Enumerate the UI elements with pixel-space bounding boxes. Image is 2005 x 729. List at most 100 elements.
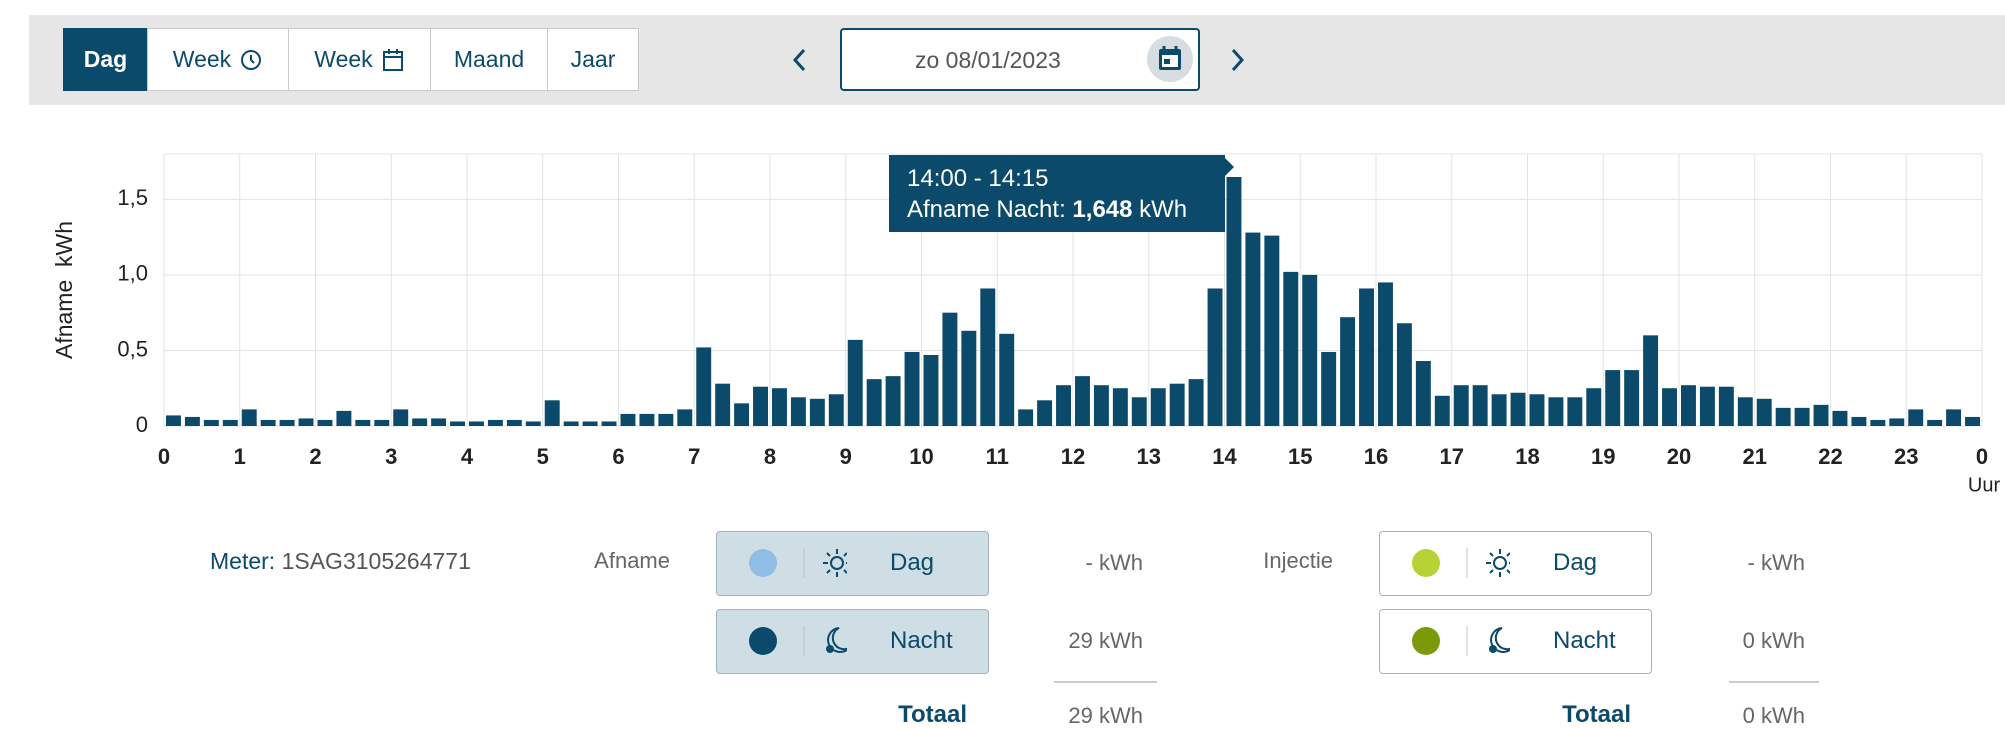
bar (487, 419, 503, 426)
bar (1396, 323, 1412, 426)
toggle-label: Nacht (890, 627, 953, 654)
tooltip: 14:00 - 14:15 Afname Nacht: 1,648 kWh (889, 155, 1225, 232)
bar (1150, 388, 1166, 426)
tab-jaar[interactable]: Jaar (547, 28, 639, 91)
bar (1548, 397, 1564, 426)
x-tick-label: 16 (1364, 444, 1388, 469)
bar (1226, 176, 1242, 426)
bar (1681, 385, 1696, 426)
tab-maand[interactable]: Maand (430, 28, 548, 91)
toggle-button[interactable]: Nacht (1379, 609, 1652, 674)
bar (1415, 361, 1431, 426)
bar (336, 410, 352, 426)
bar (241, 409, 257, 426)
tab-label: Week (172, 46, 232, 72)
prev-button[interactable] (788, 45, 812, 75)
bar (1510, 392, 1526, 426)
x-tick-label: 21 (1743, 444, 1767, 469)
bar (1018, 409, 1034, 426)
total-value: 29 kWh (1068, 703, 1143, 728)
separator (1729, 681, 1819, 683)
x-tick-label: 6 (612, 444, 624, 469)
toggle-button[interactable]: Dag (716, 531, 989, 596)
total-label: Totaal (898, 701, 967, 728)
toggle-icons (749, 626, 850, 656)
bar (904, 351, 920, 426)
toggle-icons (1412, 626, 1513, 656)
y-tick-label: 1,0 (117, 261, 148, 286)
bar (279, 419, 295, 426)
x-tick-label: 4 (461, 444, 474, 469)
bar (942, 312, 958, 426)
tooltip-label: Afname Nacht: (907, 196, 1066, 223)
bar (1662, 388, 1677, 426)
bar (923, 354, 939, 426)
bar (620, 413, 636, 426)
bar (1283, 271, 1299, 426)
bar (1093, 385, 1109, 426)
toggle-button[interactable]: Dag (1379, 531, 1652, 596)
y-tick-label: 0 (136, 412, 148, 437)
bar (980, 288, 996, 426)
bar (1927, 419, 1943, 426)
bar (1794, 407, 1810, 426)
tab-week-days[interactable]: Week (288, 28, 431, 91)
bar (374, 419, 390, 426)
bar (753, 386, 768, 426)
tab-dag[interactable]: Dag (63, 28, 148, 91)
icons (1466, 626, 1513, 656)
calendar-button[interactable] (1146, 35, 1194, 83)
bar (1775, 407, 1791, 426)
bar (1378, 282, 1393, 426)
bar (1434, 395, 1450, 426)
bar (222, 419, 238, 426)
toggle-label: Dag (890, 549, 935, 576)
separator (1054, 681, 1157, 683)
bar (1813, 404, 1829, 426)
x-tick-label: 7 (688, 444, 700, 469)
bar (1851, 416, 1867, 426)
meter-id: 1SAG3105264771 (281, 548, 471, 574)
bar (1112, 388, 1128, 426)
bar (1453, 385, 1469, 426)
date-picker[interactable]: zo 08/01/2023 (840, 28, 1200, 91)
x-tick-label: 2 (309, 444, 321, 469)
bar (203, 419, 219, 426)
x-tick-label: 9 (840, 444, 852, 469)
bar (1264, 235, 1280, 426)
bar (1245, 232, 1261, 426)
bar (450, 421, 465, 426)
bar (1699, 386, 1715, 426)
x-tick-label: 18 (1515, 444, 1539, 469)
tab-label: Week (314, 46, 373, 72)
bar (828, 394, 844, 426)
bar (563, 421, 579, 426)
next-button[interactable] (1225, 45, 1249, 75)
toggle-label: Dag (1553, 549, 1598, 576)
bar (1624, 370, 1640, 426)
y-tick-label: 0,5 (117, 336, 148, 361)
bar (1472, 385, 1488, 426)
bar (866, 379, 882, 426)
bar (1075, 376, 1090, 426)
icons (803, 626, 850, 656)
bar (506, 419, 522, 426)
tab-label: Dag (83, 46, 128, 72)
color-dot (749, 627, 777, 655)
toggle-button[interactable]: Nacht (716, 609, 989, 674)
bar (1131, 397, 1147, 426)
bar (1643, 335, 1659, 426)
tooltip-value-line: Afname Nacht: 1,648 kWh (907, 194, 1207, 225)
bar (544, 400, 560, 426)
bar (847, 339, 863, 426)
bar (393, 409, 409, 426)
bar (1737, 397, 1753, 426)
bar (1889, 418, 1905, 426)
x-tick-label: 14 (1212, 444, 1237, 469)
tab-label: Jaar (570, 46, 616, 72)
bar (696, 347, 712, 426)
icons (1466, 548, 1514, 578)
bar (772, 388, 787, 426)
bar (355, 419, 371, 426)
x-tick-label: 17 (1440, 444, 1464, 469)
